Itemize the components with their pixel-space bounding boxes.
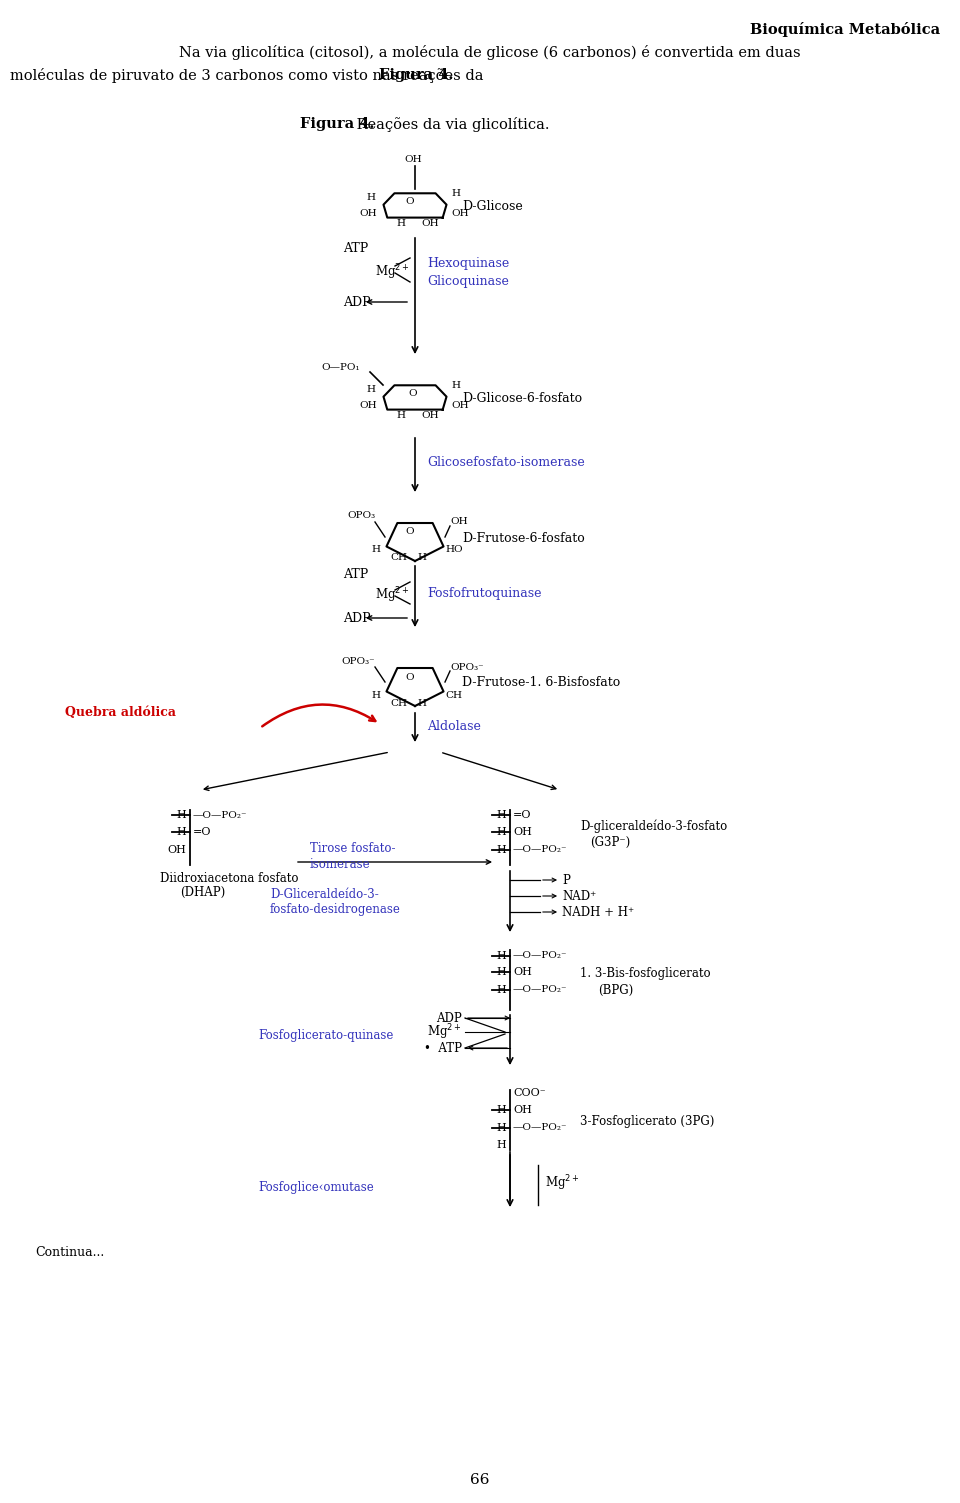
Text: Glicoquinase: Glicoquinase [427,275,509,287]
Text: H: H [366,385,375,394]
Text: 66: 66 [470,1473,490,1486]
Text: H: H [417,699,426,708]
Text: D-Frutose-1. 6-Bisfosfato: D-Frutose-1. 6-Bisfosfato [462,676,620,690]
Text: fosfato-desidrogenase: fosfato-desidrogenase [270,903,401,917]
Text: H: H [177,827,186,837]
Text: D-Glicose: D-Glicose [462,200,523,212]
Text: H: H [496,810,506,821]
Text: OPO₃: OPO₃ [347,511,375,520]
Text: OH: OH [513,827,532,837]
Text: CH: CH [390,553,407,562]
Text: Hexoquinase: Hexoquinase [427,257,509,269]
Text: H: H [396,219,405,228]
Text: Na via glicolítica (citosol), a molécula de glicose (6 carbonos) é convertida em: Na via glicolítica (citosol), a molécula… [180,45,801,60]
Text: OH: OH [359,209,377,218]
Text: —O—PO₂⁻: —O—PO₂⁻ [513,846,567,855]
Text: ADP: ADP [436,1012,462,1025]
Text: Tirose fosfato-: Tirose fosfato- [310,842,396,855]
Text: Mg$^{2+}$: Mg$^{2+}$ [375,262,410,281]
Text: O: O [406,672,415,681]
Text: OH: OH [421,219,439,228]
Text: Mg$^{2+}$: Mg$^{2+}$ [427,1022,462,1042]
Text: OH: OH [404,155,421,164]
Text: (DHAP): (DHAP) [180,885,226,899]
Text: 1. 3-Bis-fosfoglicerato: 1. 3-Bis-fosfoglicerato [580,968,710,980]
Text: Glicosefosfato-isomerase: Glicosefosfato-isomerase [427,457,585,469]
Text: OH: OH [167,845,186,855]
Text: H: H [366,194,375,203]
Text: Fosfoglicerato-quinase: Fosfoglicerato-quinase [258,1028,394,1042]
Text: Quebra aldólica: Quebra aldólica [65,705,176,718]
Text: OH: OH [513,1105,532,1115]
Text: D-gliceraldeído-3-fosfato: D-gliceraldeído-3-fosfato [580,819,728,833]
Text: —O—PO₂⁻: —O—PO₂⁻ [513,986,567,995]
Text: CH: CH [390,699,407,708]
Text: OH: OH [451,400,468,409]
Text: O: O [406,197,415,206]
Text: ADP: ADP [343,296,371,308]
Text: Figura 4.: Figura 4. [379,68,453,83]
Text: O—PO₁: O—PO₁ [322,364,360,373]
Text: —O—PO₂⁻: —O—PO₂⁻ [513,951,567,960]
Text: 3-Fosfoglicerato (3PG): 3-Fosfoglicerato (3PG) [580,1115,714,1127]
Text: Fosfofrutoquinase: Fosfofrutoquinase [427,588,541,601]
Text: OH: OH [421,412,439,421]
Text: H: H [496,827,506,837]
Text: OPO₃⁻: OPO₃⁻ [450,663,484,672]
Text: H: H [496,984,506,995]
Text: Fosfoglice‹omutase: Fosfoglice‹omutase [258,1181,373,1195]
Text: H: H [371,546,380,555]
Text: H: H [496,845,506,855]
Text: Figura 4.: Figura 4. [300,117,374,131]
Text: H: H [417,553,426,562]
Text: OPO₃⁻: OPO₃⁻ [342,657,375,666]
Text: H: H [451,188,460,197]
Text: O: O [406,528,415,537]
Text: —O—PO₂⁻: —O—PO₂⁻ [193,810,248,819]
Text: P: P [562,873,570,887]
Text: OH: OH [359,400,377,409]
Text: NADH + H⁺: NADH + H⁺ [562,905,635,918]
Text: ADP: ADP [343,612,371,625]
Text: (BPG): (BPG) [598,983,634,996]
Text: Bioquímica Metabólica: Bioquímica Metabólica [750,23,940,38]
Text: H: H [496,966,506,977]
Text: H: H [177,810,186,821]
Text: OH: OH [513,966,532,977]
Text: =O: =O [193,827,211,837]
Text: —O—PO₂⁻: —O—PO₂⁻ [513,1124,567,1132]
Text: isomerase: isomerase [310,858,371,872]
Text: D-Frutose-6-fosfato: D-Frutose-6-fosfato [462,532,585,544]
Text: Mg$^{2+}$: Mg$^{2+}$ [375,585,410,604]
Text: D-Gliceraldeído-3-: D-Gliceraldeído-3- [270,888,379,902]
Text: moléculas de piruvato de 3 carbonos como visto nas reações da: moléculas de piruvato de 3 carbonos como… [10,68,488,83]
Text: O: O [409,389,418,398]
Text: CH: CH [445,690,462,699]
Text: Aldolase: Aldolase [427,720,481,733]
Text: Reações da via glicolítica.: Reações da via glicolítica. [352,117,549,132]
Text: H: H [451,382,460,391]
Text: H: H [496,1105,506,1115]
Text: NAD⁺: NAD⁺ [562,890,596,902]
Text: Continua...: Continua... [35,1246,105,1258]
Text: D-Glicose-6-fosfato: D-Glicose-6-fosfato [462,391,582,404]
Text: H: H [496,1139,506,1150]
Text: =O: =O [513,810,532,821]
Text: H: H [496,1123,506,1133]
Text: Mg$^{2+}$: Mg$^{2+}$ [545,1174,580,1193]
Text: H: H [496,951,506,960]
Text: Diidroxiacetona fosfato: Diidroxiacetona fosfato [160,872,299,884]
Text: HO: HO [445,546,463,555]
Text: H: H [396,412,405,421]
Text: (G3P⁻): (G3P⁻) [590,836,631,849]
Text: OH: OH [451,209,468,218]
Text: ATP: ATP [343,242,369,254]
FancyArrowPatch shape [262,705,375,726]
Text: COO⁻: COO⁻ [513,1088,545,1099]
Text: H: H [371,690,380,699]
Text: OH: OH [450,517,468,526]
Text: •  ATP: • ATP [424,1042,462,1055]
Text: ATP: ATP [343,568,369,582]
